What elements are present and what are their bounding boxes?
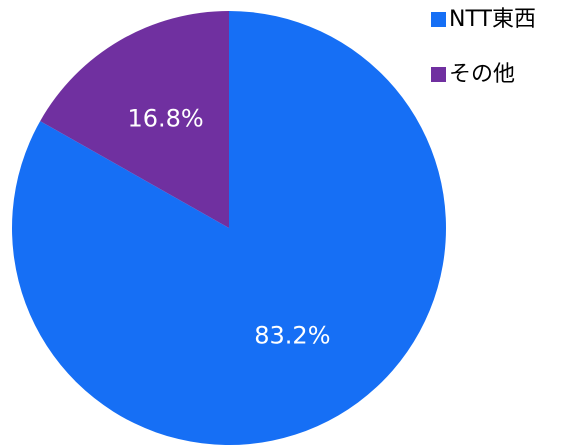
pie-slice	[11, 11, 447, 446]
slice-label: 16.8%	[127, 104, 203, 132]
legend-swatch	[431, 67, 446, 82]
legend-label: その他	[449, 62, 515, 87]
pie-slice	[40, 11, 230, 228]
legend-swatch	[431, 12, 446, 27]
legend-label: NTT東西	[449, 7, 536, 32]
slice-label: 83.2%	[254, 322, 330, 350]
